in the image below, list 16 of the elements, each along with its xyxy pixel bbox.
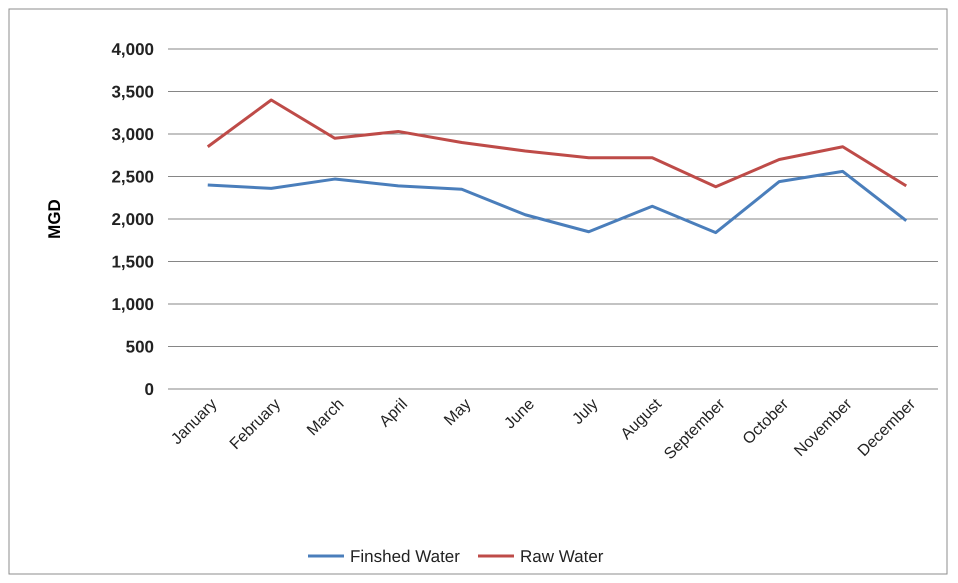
y-tick-label: 2,000 <box>111 210 154 229</box>
y-tick-label: 0 <box>144 380 154 399</box>
y-tick-label: 3,500 <box>111 82 154 102</box>
legend-label: Finshed Water <box>350 546 460 566</box>
x-tick-label: July <box>569 396 602 428</box>
x-tick-label: May <box>441 396 475 430</box>
y-tick-label: 2,500 <box>111 167 154 186</box>
y-tick-label: 4,000 <box>111 40 154 59</box>
y-tick-label: 1,500 <box>111 252 154 272</box>
line-series <box>206 98 908 188</box>
y-tick-label: 1,000 <box>111 294 154 314</box>
y-tick-label: 3,000 <box>111 124 154 144</box>
y-axis-title: MGD <box>45 199 64 239</box>
y-tick-label: 500 <box>126 337 154 356</box>
legend-label: Raw Water <box>520 546 604 566</box>
line-series <box>206 170 908 234</box>
